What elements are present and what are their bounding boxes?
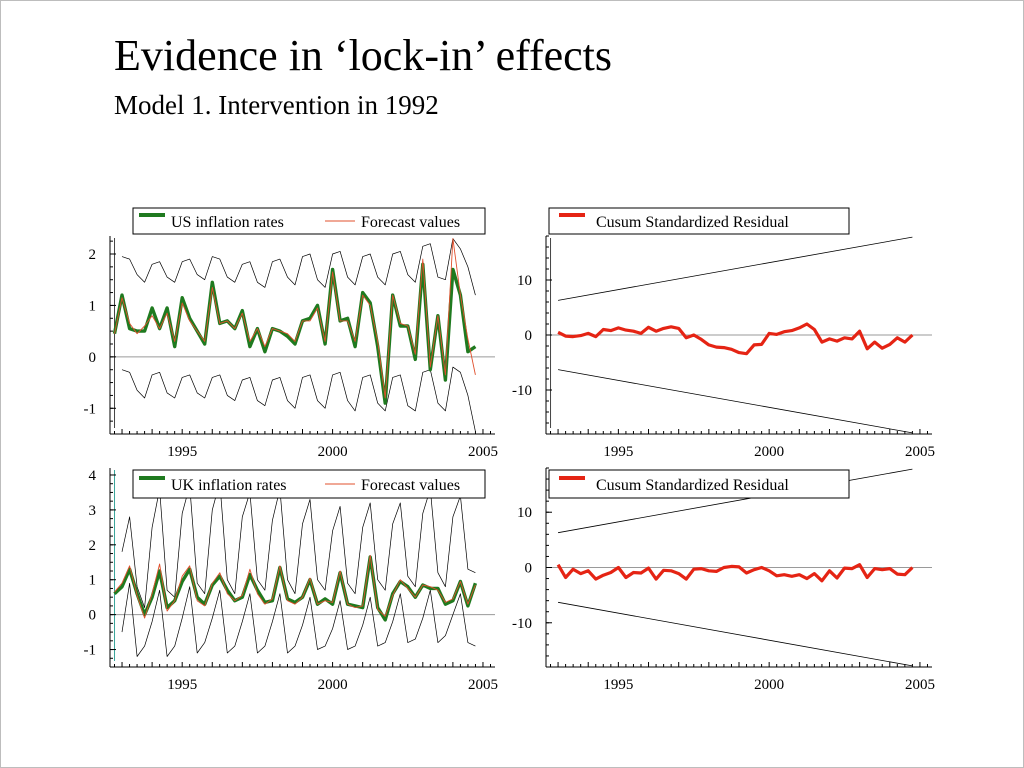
y-tick-label: -10 [512, 616, 532, 632]
uk-inflation-chart: 1995 2000 2005 -1 0 1 2 3 4 UK inflation rates For… [84, 468, 498, 693]
y-tick-label: 10 [517, 505, 532, 521]
y-tick-label: 0 [525, 561, 533, 577]
uk-cusum-chart: 1995 2000 2005 -10 0 10 Cusum Standardized Res… [512, 467, 935, 693]
legend-actual-label: UK inflation rates [171, 477, 287, 494]
lower-band-line [557, 601, 913, 667]
y-tick-label: 1 [89, 298, 97, 314]
slide-title: Evidence in ‘lock-in’ effects [114, 31, 613, 80]
y-tick-label: -1 [84, 401, 97, 417]
x-tick-label: 1995 [167, 444, 197, 460]
upper-band-line [557, 236, 913, 301]
x-tick-label: 2005 [905, 677, 935, 693]
y-tick-label: 2 [89, 247, 97, 263]
x-tick-label: 1995 [603, 444, 633, 460]
legend-box [548, 207, 850, 235]
upper-band-line [121, 481, 476, 608]
cusum-series-line [557, 322, 914, 356]
x-tick-label: 1995 [603, 677, 633, 693]
upper-band-line [557, 468, 913, 534]
axes [545, 235, 932, 435]
legend-box [132, 469, 486, 499]
x-tick-label: 2000 [754, 677, 784, 693]
legend-box [548, 469, 850, 499]
y-tick-label: 0 [525, 328, 533, 344]
y-tick-label: 3 [89, 503, 97, 519]
axes [109, 236, 495, 435]
y-tick-label: -1 [84, 643, 97, 659]
slide-subtitle: Model 1. Intervention in 1992 [114, 90, 439, 120]
y-tick-label: -10 [512, 383, 532, 399]
y-tick-label: 4 [89, 468, 97, 484]
legend-actual-label: US inflation rates [171, 214, 284, 231]
actual-series-line [112, 262, 477, 405]
forecast-series-line [114, 238, 476, 399]
y-tick-label: 0 [89, 608, 97, 624]
cusum-series-line [556, 563, 914, 583]
legend-cusum-label: Cusum Standardized Residual [596, 477, 789, 494]
actual-series-line [113, 555, 478, 622]
legend: UK inflation rates Forecast values [132, 469, 486, 499]
y-tick-label: 0 [89, 350, 97, 366]
lower-band-line [121, 366, 476, 432]
y-tick-label: 10 [517, 273, 532, 289]
axes [545, 467, 932, 668]
x-tick-label: 2000 [754, 444, 784, 460]
x-tick-label: 2000 [318, 444, 348, 460]
upper-band-line [121, 238, 476, 296]
us-inflation-chart: 1995 2000 2005 -1 0 1 2 US inflation rates Forec… [84, 207, 498, 460]
legend-box [132, 207, 486, 235]
x-tick-label: 1995 [167, 677, 197, 693]
x-tick-label: 2005 [905, 444, 935, 460]
x-tick-label: 2005 [468, 677, 498, 693]
legend: Cusum Standardized Residual [548, 469, 850, 499]
legend: US inflation rates Forecast values [132, 207, 486, 235]
y-tick-label: 1 [89, 573, 97, 589]
x-tick-label: 2000 [318, 677, 348, 693]
lower-band-line [557, 369, 913, 434]
legend-forecast-label: Forecast values [361, 477, 460, 494]
y-tick-label: 2 [89, 538, 97, 554]
legend: Cusum Standardized Residual [548, 207, 850, 235]
legend-cusum-label: Cusum Standardized Residual [596, 214, 789, 231]
x-tick-label: 2005 [468, 444, 498, 460]
forecast-series-line [114, 554, 476, 619]
legend-forecast-label: Forecast values [361, 214, 460, 231]
axes [109, 468, 495, 668]
us-cusum-chart: 1995 2000 2005 -10 0 10 Cusum Standardized Res… [512, 207, 935, 460]
lower-band-line [121, 582, 476, 657]
